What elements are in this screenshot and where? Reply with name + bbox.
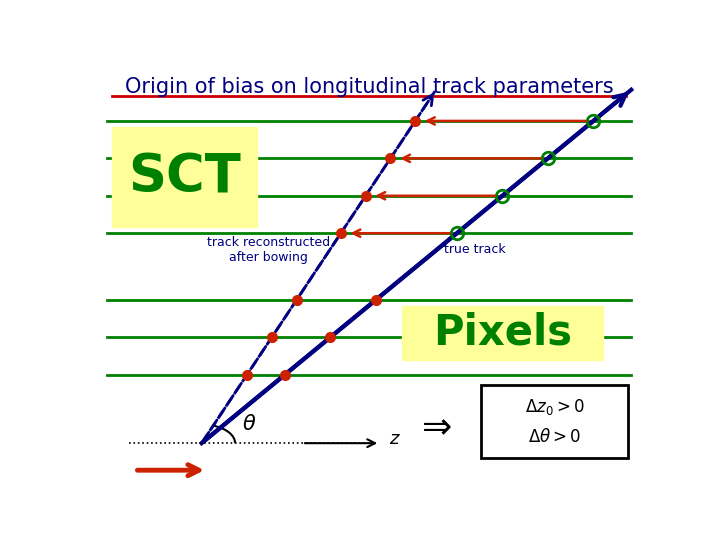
Text: Origin of bias on longitudinal track parameters: Origin of bias on longitudinal track par…	[125, 77, 613, 97]
Text: SCT: SCT	[128, 151, 241, 203]
FancyBboxPatch shape	[402, 306, 603, 360]
Text: $\Delta z_0 > 0$: $\Delta z_0 > 0$	[525, 397, 585, 417]
Text: $\Delta\theta > 0$: $\Delta\theta > 0$	[528, 428, 581, 447]
Text: Pixels: Pixels	[433, 312, 572, 354]
Text: track reconstructed
after bowing: track reconstructed after bowing	[207, 236, 330, 264]
Bar	[481, 385, 629, 458]
Text: $\theta$: $\theta$	[242, 415, 256, 435]
Text: $\Rightarrow$: $\Rightarrow$	[415, 409, 452, 443]
Text: true track: true track	[444, 244, 506, 256]
Text: $z$: $z$	[389, 430, 400, 448]
FancyBboxPatch shape	[112, 127, 258, 227]
